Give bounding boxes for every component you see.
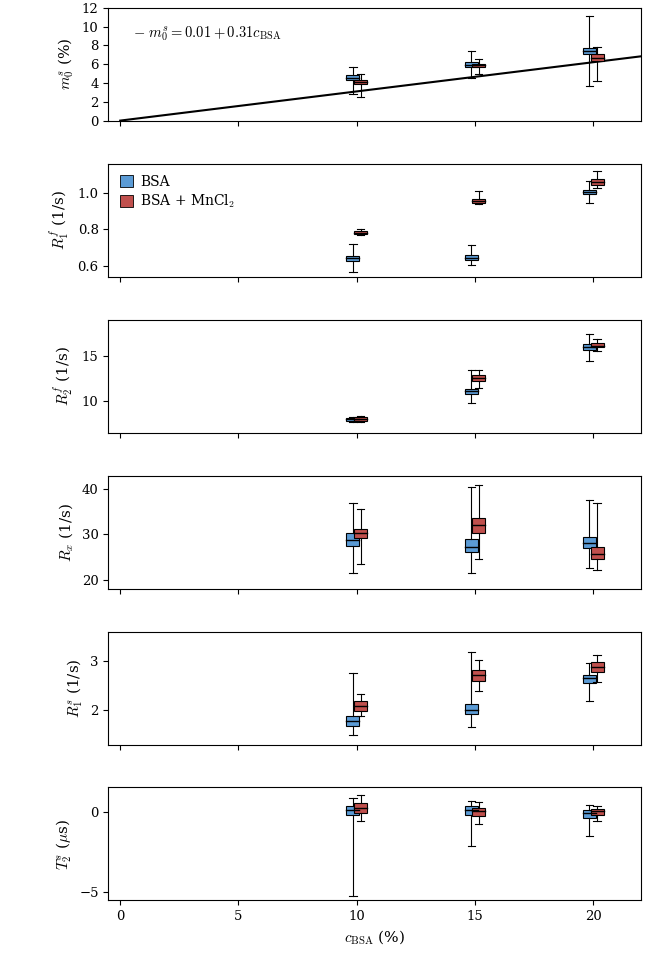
Bar — [591, 344, 604, 348]
Bar — [354, 418, 367, 420]
Y-axis label: $R_x$ (1/s): $R_x$ (1/s) — [58, 503, 76, 562]
Bar — [591, 662, 604, 672]
X-axis label: $c_{\mathrm{BSA}}$ (%): $c_{\mathrm{BSA}}$ (%) — [344, 928, 405, 947]
Bar — [583, 345, 596, 349]
Bar — [346, 534, 359, 545]
Y-axis label: $R_2^f$ (1/s): $R_2^f$ (1/s) — [53, 347, 76, 406]
Bar — [354, 702, 367, 711]
Bar — [346, 255, 359, 261]
Bar — [464, 539, 478, 552]
Bar — [346, 805, 359, 815]
Bar — [472, 518, 486, 534]
Bar — [583, 190, 596, 194]
Bar — [591, 55, 604, 60]
Bar — [591, 179, 604, 185]
Bar — [464, 255, 478, 260]
Bar — [472, 670, 486, 681]
Bar — [472, 375, 486, 380]
Bar — [591, 808, 604, 815]
Legend: BSA, BSA + MnCl$_2$: BSA, BSA + MnCl$_2$ — [116, 171, 240, 214]
Bar — [583, 48, 596, 55]
Bar — [472, 199, 486, 203]
Text: $-\ m_0^s = 0.01 + 0.31c_{\mathrm{BSA}}$: $-\ m_0^s = 0.01 + 0.31c_{\mathrm{BSA}}$ — [133, 25, 282, 43]
Y-axis label: $m_0^s$ (%): $m_0^s$ (%) — [57, 38, 76, 90]
Bar — [591, 547, 604, 559]
Bar — [354, 804, 367, 813]
Bar — [464, 389, 478, 395]
Y-axis label: $R_1^s$ (1/s): $R_1^s$ (1/s) — [65, 659, 85, 718]
Bar — [583, 809, 596, 818]
Bar — [354, 230, 367, 234]
Bar — [472, 63, 486, 67]
Bar — [583, 675, 596, 684]
Bar — [354, 529, 367, 538]
Bar — [472, 808, 486, 816]
Bar — [346, 716, 359, 726]
Bar — [583, 537, 596, 548]
Bar — [346, 418, 359, 421]
Bar — [464, 62, 478, 67]
Y-axis label: $R_1^f$ (1/s): $R_1^f$ (1/s) — [48, 190, 72, 250]
Bar — [464, 805, 478, 815]
Y-axis label: $T_2^s$ ($\mu$s): $T_2^s$ ($\mu$s) — [54, 818, 74, 870]
Bar — [354, 80, 367, 84]
Bar — [346, 75, 359, 81]
Bar — [464, 705, 478, 714]
